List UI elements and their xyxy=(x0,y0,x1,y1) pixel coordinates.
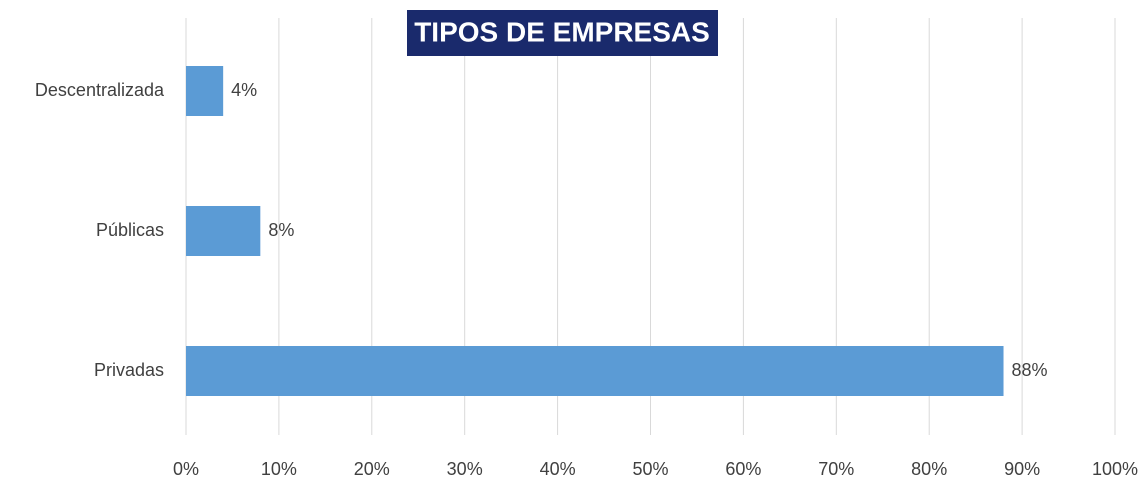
bar xyxy=(186,206,261,256)
x-tick-label: 20% xyxy=(354,459,390,479)
value-label: 4% xyxy=(231,80,257,100)
y-tick-label: Públicas xyxy=(96,220,164,240)
y-tick-label: Privadas xyxy=(94,360,164,380)
bar xyxy=(186,346,1004,396)
bar xyxy=(186,66,224,116)
x-tick-label: 40% xyxy=(540,459,576,479)
x-tick-label: 10% xyxy=(261,459,297,479)
title-box xyxy=(407,10,718,56)
x-tick-label: 60% xyxy=(725,459,761,479)
chart-title: TIPOS DE EMPRESAS xyxy=(414,16,710,47)
y-tick-label: Descentralizada xyxy=(35,80,165,100)
x-tick-label: 50% xyxy=(632,459,668,479)
value-label: 8% xyxy=(268,220,294,240)
x-tick-label: 100% xyxy=(1092,459,1138,479)
value-label: 88% xyxy=(1012,360,1048,380)
x-tick-label: 90% xyxy=(1004,459,1040,479)
x-tick-label: 30% xyxy=(447,459,483,479)
x-tick-label: 80% xyxy=(911,459,947,479)
x-tick-label: 70% xyxy=(818,459,854,479)
x-tick-label: 0% xyxy=(173,459,199,479)
